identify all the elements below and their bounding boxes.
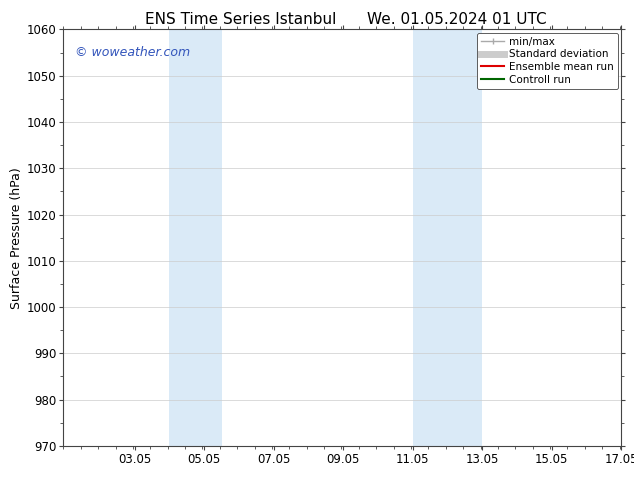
- Legend: min/max, Standard deviation, Ensemble mean run, Controll run: min/max, Standard deviation, Ensemble me…: [477, 32, 618, 89]
- Text: © woweather.com: © woweather.com: [75, 46, 190, 59]
- Y-axis label: Surface Pressure (hPa): Surface Pressure (hPa): [10, 167, 23, 309]
- Text: ENS Time Series Istanbul: ENS Time Series Istanbul: [145, 12, 337, 27]
- Bar: [413, 29, 482, 446]
- Bar: [169, 29, 221, 446]
- Text: We. 01.05.2024 01 UTC: We. 01.05.2024 01 UTC: [366, 12, 547, 27]
